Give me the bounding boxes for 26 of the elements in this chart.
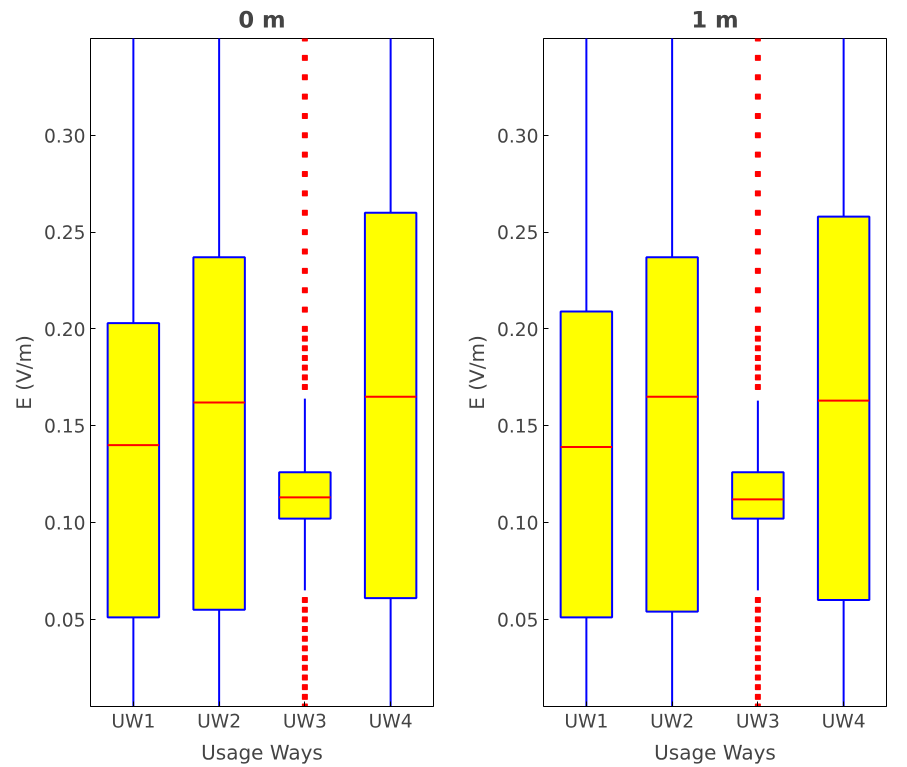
y-axis-title: E (V/m): [464, 335, 489, 410]
y-tick-label: 0.05: [44, 610, 86, 632]
x-tick-label: UW2: [197, 712, 242, 732]
chart-title: 0 m: [238, 8, 286, 34]
y-tick-label: 0.30: [496, 126, 539, 148]
x-tick-label: UW1: [111, 712, 156, 732]
chart-title: 1 m: [691, 8, 739, 34]
y-tick-label: 0.20: [496, 320, 539, 341]
y-tick-label: 0.25: [44, 223, 86, 244]
y-tick-label: 0.25: [496, 223, 539, 244]
y-tick-label: 0.10: [44, 514, 86, 535]
y-tick-label: 0.05: [496, 610, 539, 632]
x-tick-label: UW3: [282, 712, 327, 732]
y-tick-label: 0.15: [44, 416, 86, 438]
x-axis-title: Usage Ways: [201, 740, 323, 764]
x-tick-label: UW1: [564, 712, 608, 732]
x-tick-label: UW4: [368, 712, 413, 732]
y-tick-label: 0.15: [496, 416, 539, 438]
y-tick-label: 0.10: [496, 514, 539, 535]
x-tick-label: UW4: [822, 712, 866, 732]
y-tick-label: 0.20: [44, 320, 86, 341]
x-axis-title: Usage Ways: [654, 740, 776, 764]
x-tick-label: UW2: [650, 712, 694, 732]
x-tick-label: UW3: [736, 712, 780, 732]
y-axis-title: E (V/m): [12, 335, 36, 410]
y-tick-label: 0.30: [44, 126, 86, 148]
